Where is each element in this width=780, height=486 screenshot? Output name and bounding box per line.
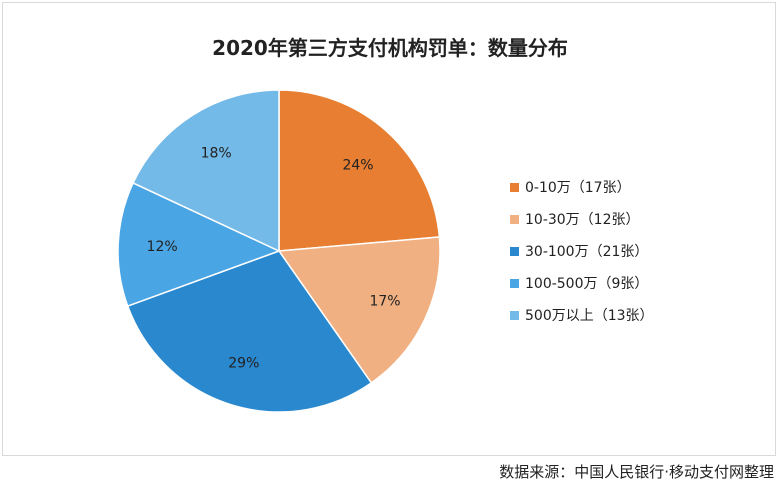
chart-frame [2, 2, 776, 456]
legend-label: 500万以上（13张） [525, 308, 654, 324]
legend-item-2: 10-30万（12张） [510, 207, 654, 231]
pie-slice-5 [132, 89, 280, 253]
pie-slice-1 [278, 89, 441, 252]
legend-label: 100-500万（9张） [525, 276, 649, 292]
legend-label: 0-10万（17张） [525, 180, 631, 196]
pie-slice-label-3: 29% [228, 356, 259, 372]
pie-slice-2 [277, 236, 441, 384]
pie-slice-label-2: 17% [369, 293, 400, 309]
chart-title: 2020年第三方支付机构罚单：数量分布 [212, 36, 568, 60]
legend-swatch [510, 182, 519, 192]
data-source-note: 数据来源：中国人民银行·移动支付网整理 [499, 463, 774, 481]
pie-slice-label-1: 24% [342, 158, 373, 174]
chart-legend: 0-10万（17张） 10-30万（12张） 30-100万（21张） 100-500… [510, 175, 654, 335]
pie-slice-4 [117, 181, 281, 308]
legend-label: 30-100万（21张） [525, 244, 649, 260]
legend-swatch [510, 214, 519, 224]
legend-item-5: 500万以上（13张） [510, 303, 654, 327]
pie-slice-label-4: 12% [147, 239, 178, 255]
legend-item-4: 100-500万（9张） [510, 271, 654, 295]
pie-slice-3 [126, 250, 373, 413]
legend-label: 10-30万（12张） [525, 212, 640, 228]
legend-swatch [510, 278, 519, 288]
legend-swatch [510, 246, 519, 256]
legend-swatch [510, 310, 519, 320]
pie-slice-label-5: 18% [201, 145, 232, 161]
legend-item-1: 0-10万（17张） [510, 175, 654, 199]
legend-item-3: 30-100万（21张） [510, 239, 654, 263]
